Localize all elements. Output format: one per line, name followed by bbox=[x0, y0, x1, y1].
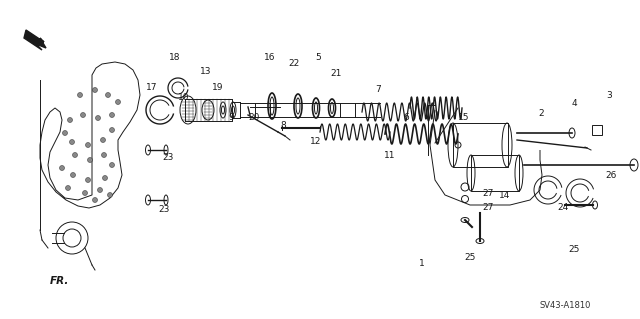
Text: 8: 8 bbox=[280, 122, 286, 130]
Text: 11: 11 bbox=[384, 151, 396, 160]
Circle shape bbox=[70, 139, 74, 145]
Text: 20: 20 bbox=[248, 114, 260, 122]
Text: 23: 23 bbox=[163, 153, 173, 162]
Circle shape bbox=[109, 113, 115, 117]
Text: 17: 17 bbox=[147, 83, 157, 92]
Text: 23: 23 bbox=[158, 205, 170, 214]
Circle shape bbox=[83, 190, 88, 196]
Circle shape bbox=[115, 100, 120, 105]
Text: 10: 10 bbox=[179, 93, 189, 101]
Text: 9: 9 bbox=[228, 113, 234, 122]
Circle shape bbox=[67, 117, 72, 122]
Text: 26: 26 bbox=[605, 170, 617, 180]
Bar bbox=[592, 125, 602, 135]
Circle shape bbox=[106, 93, 111, 98]
Circle shape bbox=[102, 175, 108, 181]
Circle shape bbox=[109, 162, 115, 167]
Text: 6: 6 bbox=[403, 113, 409, 122]
Text: 25: 25 bbox=[568, 246, 580, 255]
Text: 12: 12 bbox=[310, 137, 322, 146]
Text: 2: 2 bbox=[538, 108, 544, 117]
Circle shape bbox=[93, 87, 97, 93]
Circle shape bbox=[81, 113, 86, 117]
Circle shape bbox=[97, 188, 102, 192]
Text: 4: 4 bbox=[571, 99, 577, 108]
Text: 19: 19 bbox=[212, 84, 224, 93]
Circle shape bbox=[63, 130, 67, 136]
Text: 27: 27 bbox=[483, 189, 493, 197]
Text: FR.: FR. bbox=[50, 276, 69, 286]
Circle shape bbox=[88, 158, 93, 162]
Polygon shape bbox=[24, 30, 46, 50]
Circle shape bbox=[95, 115, 100, 121]
Circle shape bbox=[108, 192, 113, 197]
Text: 1: 1 bbox=[419, 258, 425, 268]
Text: 15: 15 bbox=[458, 114, 470, 122]
Text: 25: 25 bbox=[464, 254, 476, 263]
Circle shape bbox=[93, 197, 97, 203]
Text: 14: 14 bbox=[499, 191, 511, 201]
Text: SV43-A1810: SV43-A1810 bbox=[540, 300, 591, 309]
Text: 16: 16 bbox=[264, 53, 276, 62]
Circle shape bbox=[70, 173, 76, 177]
Text: 21: 21 bbox=[330, 69, 342, 78]
Circle shape bbox=[60, 166, 65, 170]
Text: 22: 22 bbox=[289, 58, 300, 68]
Text: 5: 5 bbox=[315, 53, 321, 62]
Circle shape bbox=[72, 152, 77, 158]
Circle shape bbox=[86, 177, 90, 182]
Bar bbox=[471, 155, 519, 191]
Text: 27: 27 bbox=[483, 203, 493, 211]
Text: 18: 18 bbox=[169, 53, 180, 62]
Circle shape bbox=[86, 143, 90, 147]
Text: 24: 24 bbox=[557, 204, 568, 212]
Circle shape bbox=[65, 186, 70, 190]
Text: 3: 3 bbox=[606, 91, 612, 100]
Text: 13: 13 bbox=[200, 68, 212, 77]
Text: 7: 7 bbox=[375, 85, 381, 94]
Circle shape bbox=[102, 152, 106, 158]
Circle shape bbox=[77, 93, 83, 98]
Circle shape bbox=[109, 128, 115, 132]
Circle shape bbox=[100, 137, 106, 143]
Bar bbox=[453, 123, 508, 167]
